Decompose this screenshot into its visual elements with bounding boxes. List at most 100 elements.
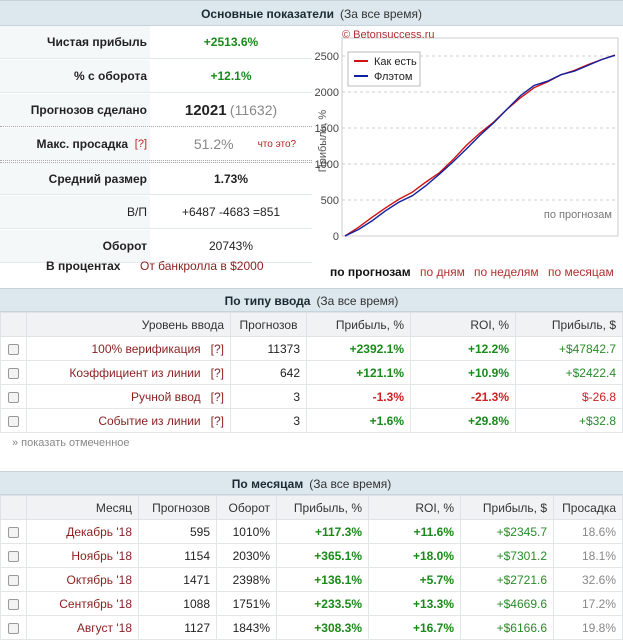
drawdown-cell: 18.6% bbox=[553, 519, 623, 544]
col-drawdown[interactable]: Просадка bbox=[553, 495, 623, 520]
row-checkbox-cell bbox=[0, 615, 27, 640]
usd-cell: +$2422.4 bbox=[515, 360, 623, 385]
y-tick-label: 2500 bbox=[315, 51, 339, 63]
table-row: Декабрь '18 595 1010% +117.3% +11.6% +$2… bbox=[0, 519, 623, 544]
row-checkbox[interactable] bbox=[8, 391, 19, 403]
table-row: Коэффициент из линии [?] 642 +121.1% +10… bbox=[0, 360, 623, 385]
row-checkbox[interactable] bbox=[8, 526, 19, 538]
stat-turnover-pct: % с оборота +12.1% bbox=[0, 60, 312, 93]
col-profit-usd[interactable]: Прибыль, $ bbox=[460, 495, 554, 520]
bankroll-mode-link[interactable]: От банкролла в $2000 bbox=[140, 259, 264, 273]
stat-max-drawdown: Макс. просадка [?] 51.2% что это? bbox=[0, 128, 312, 161]
by-type-header: По типу ввода (За все время) bbox=[0, 288, 623, 312]
roi-cell: +10.9% bbox=[410, 360, 516, 385]
what-is-this-link[interactable]: что это? bbox=[257, 138, 297, 150]
drawdown-help-link[interactable]: [?] bbox=[134, 138, 147, 150]
col-count[interactable]: Прогнозов bbox=[138, 495, 217, 520]
count-cell: 642 bbox=[230, 360, 307, 385]
stat-win-loss: В/П +6487 -4683 =851 bbox=[0, 196, 312, 229]
row-checkbox[interactable] bbox=[8, 343, 19, 355]
row-checkbox-cell bbox=[0, 591, 27, 616]
y-tick-label: 1000 bbox=[315, 159, 339, 171]
level-cell: Коэффициент из линии [?] bbox=[26, 360, 231, 385]
turnover-cell: 1010% bbox=[216, 519, 277, 544]
stat-label: Чистая прибыль bbox=[47, 35, 147, 49]
row-checkbox[interactable] bbox=[8, 574, 19, 586]
level-name: Коэффициент из линии bbox=[69, 365, 201, 380]
turnover-cell: 1843% bbox=[216, 615, 277, 640]
row-checkbox[interactable] bbox=[8, 415, 19, 427]
month-cell[interactable]: Ноябрь '18 bbox=[26, 543, 139, 568]
stat-value: 12021 (11632) bbox=[150, 94, 312, 126]
roi-cell: +16.7% bbox=[368, 615, 461, 640]
month-cell[interactable]: Август '18 bbox=[26, 615, 139, 640]
by-type-subtitle: (За все время) bbox=[316, 294, 399, 308]
main-stats-subtitle: (За все время) bbox=[339, 7, 422, 21]
row-checkbox[interactable] bbox=[8, 622, 19, 634]
col-level[interactable]: Уровень ввода bbox=[26, 312, 231, 337]
help-link[interactable]: [?] bbox=[210, 341, 224, 356]
usd-cell: +$6166.6 bbox=[460, 615, 554, 640]
row-checkbox-cell bbox=[0, 519, 27, 544]
table-row: Сентябрь '18 1088 1751% +233.5% +13.3% +… bbox=[0, 591, 623, 616]
roi-cell: +5.7% bbox=[368, 567, 461, 592]
drawdown-cell: 32.6% bbox=[553, 567, 623, 592]
month-cell[interactable]: Сентябрь '18 bbox=[26, 591, 139, 616]
col-roi[interactable]: ROI, % bbox=[410, 312, 516, 337]
stat-label: Оборот bbox=[102, 239, 147, 253]
row-checkbox[interactable] bbox=[8, 367, 19, 379]
col-month[interactable]: Месяц bbox=[26, 495, 139, 520]
col-count[interactable]: Прогнозов bbox=[230, 312, 307, 337]
profit-cell: -1.3% bbox=[306, 384, 411, 409]
stat-label: В/П bbox=[127, 205, 147, 219]
show-selected-link[interactable]: » показать отмеченное bbox=[12, 437, 130, 449]
y-tick-label: 0 bbox=[333, 231, 339, 243]
level-cell: 100% верификация [?] bbox=[26, 336, 231, 361]
level-name: Ручной ввод bbox=[131, 389, 201, 404]
col-profit-usd[interactable]: Прибыль, $ bbox=[515, 312, 623, 337]
drawdown-cell: 19.8% bbox=[553, 615, 623, 640]
roi-cell: +18.0% bbox=[368, 543, 461, 568]
turnover-cell: 2398% bbox=[216, 567, 277, 592]
col-turnover[interactable]: Оборот bbox=[216, 495, 277, 520]
col-profit-pct[interactable]: Прибыль, % bbox=[276, 495, 369, 520]
level-cell: Ручной ввод [?] bbox=[26, 384, 231, 409]
count-cell: 1154 bbox=[138, 543, 217, 568]
count-cell: 1127 bbox=[138, 615, 217, 640]
tab-by-forecasts[interactable]: по прогнозам bbox=[330, 265, 411, 279]
drawdown-label: Макс. просадка bbox=[36, 137, 129, 151]
month-cell[interactable]: Октябрь '18 bbox=[26, 567, 139, 592]
help-link[interactable]: [?] bbox=[210, 389, 224, 404]
drawdown-cell: 18.1% bbox=[553, 543, 623, 568]
row-checkbox-cell bbox=[0, 384, 27, 409]
y-tick-label: 1500 bbox=[315, 123, 339, 135]
month-cell[interactable]: Декабрь '18 bbox=[26, 519, 139, 544]
col-profit-pct[interactable]: Прибыль, % bbox=[306, 312, 411, 337]
help-link[interactable]: [?] bbox=[210, 365, 224, 380]
tab-by-months[interactable]: по месяцам bbox=[548, 265, 614, 279]
row-checkbox-cell bbox=[0, 360, 27, 385]
col-roi[interactable]: ROI, % bbox=[368, 495, 461, 520]
row-checkbox[interactable] bbox=[8, 550, 19, 562]
row-checkbox[interactable] bbox=[8, 598, 19, 610]
profit-cell: +117.3% bbox=[276, 519, 369, 544]
tab-by-days[interactable]: по дням bbox=[420, 265, 465, 279]
legend-flat: Флэтом bbox=[374, 71, 412, 83]
roi-cell: +12.2% bbox=[410, 336, 516, 361]
watermark: © Betonsuccess.ru bbox=[342, 29, 434, 41]
stat-value: 51.2% что это? bbox=[150, 128, 312, 160]
by-month-header: По месяцам (За все время) bbox=[0, 471, 623, 495]
profit-cell: +365.1% bbox=[276, 543, 369, 568]
help-link[interactable]: [?] bbox=[210, 413, 224, 428]
turnover-cell: 2030% bbox=[216, 543, 277, 568]
chart-tabs: по прогнозам по дням по неделям по месяц… bbox=[312, 262, 623, 284]
by-type-title: По типу ввода bbox=[224, 294, 311, 308]
stat-value: 1.73% bbox=[150, 163, 312, 194]
usd-cell: +$7301.2 bbox=[460, 543, 554, 568]
table-row: Событие из линии [?] 3 +1.6% +29.8% +$32… bbox=[0, 408, 623, 433]
count-cell: 11373 bbox=[230, 336, 307, 361]
drawdown-value: 51.2% bbox=[193, 136, 234, 152]
percent-mode-label[interactable]: В процентах bbox=[46, 259, 121, 273]
tab-by-weeks[interactable]: по неделям bbox=[474, 265, 539, 279]
profit-cell: +233.5% bbox=[276, 591, 369, 616]
